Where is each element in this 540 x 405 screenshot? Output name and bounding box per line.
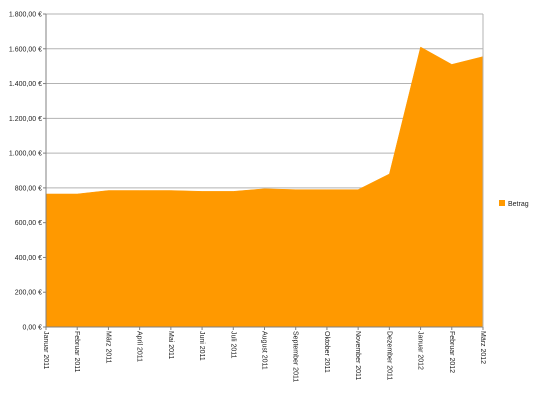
area-series-betrag — [45, 46, 484, 328]
x-axis-ticks: Januar 2011 Februar 2011 März 2011 April 20… — [42, 327, 486, 382]
y-tick-label: 600,00 € — [15, 220, 42, 227]
x-tick-label: März 2011 — [104, 331, 111, 364]
legend-label-betrag: Betrag — [508, 201, 529, 208]
y-tick-label: 400,00 € — [15, 255, 42, 262]
y-tick-label: 1.400,00 € — [9, 81, 42, 88]
y-tick-label: 800,00 € — [15, 185, 42, 192]
x-tick-label: Oktober 2011 — [323, 331, 330, 373]
x-tick-label: April 2011 — [136, 331, 143, 362]
y-tick-label: 1.000,00 € — [9, 151, 42, 158]
x-tick-label: August 2011 — [261, 331, 268, 370]
x-tick-label: Dezember 2011 — [385, 331, 392, 380]
y-tick-label: 200,00 € — [15, 290, 42, 297]
y-tick-label: 1.200,00 € — [9, 116, 42, 123]
legend-swatch-betrag — [499, 200, 505, 206]
legend: Betrag — [499, 200, 529, 208]
x-tick-label: Juni 2011 — [198, 331, 205, 361]
y-tick-label: 0,00 € — [23, 325, 43, 332]
x-tick-label: Februar 2012 — [448, 331, 455, 373]
y-tick-label: 1.600,00 € — [9, 46, 42, 53]
x-tick-label: Februar 2011 — [73, 331, 80, 373]
x-tick-label: Juli 2011 — [229, 331, 236, 359]
x-tick-label: Mai 2011 — [167, 331, 174, 359]
x-tick-label: März 2012 — [479, 331, 486, 364]
y-tick-label: 1.800,00 € — [9, 12, 42, 19]
x-tick-label: Januar 2012 — [417, 331, 424, 370]
area-layer — [45, 46, 484, 328]
x-tick-label: November 2011 — [354, 331, 361, 380]
x-tick-label: Januar 2011 — [42, 331, 49, 370]
y-axis-ticks: 0,00 € 200,00 € 400,00 € 600,00 € 800,00 € 1.… — [9, 12, 46, 332]
x-tick-label: September 2011 — [292, 331, 299, 382]
